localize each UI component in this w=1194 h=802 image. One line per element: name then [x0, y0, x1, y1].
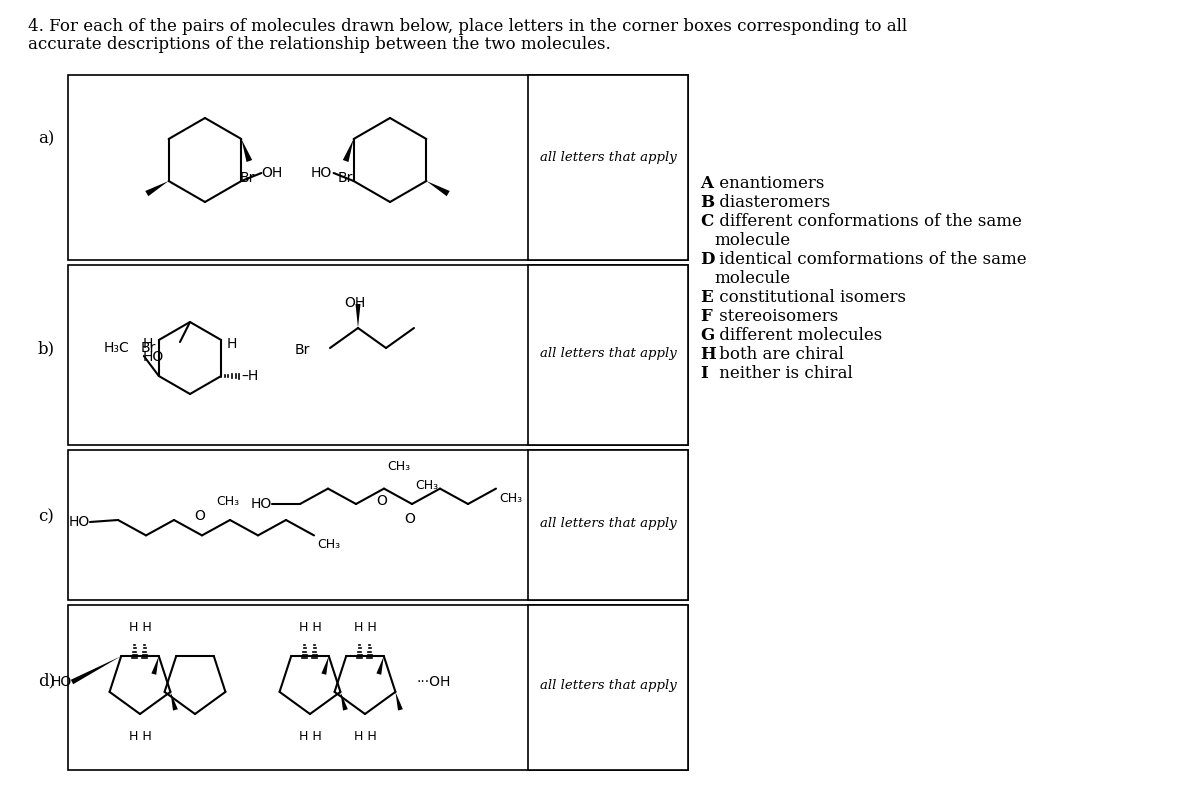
Text: H H: H H	[353, 621, 376, 634]
Text: C: C	[700, 213, 713, 230]
Text: a): a)	[38, 130, 55, 147]
Text: G: G	[700, 327, 714, 344]
Bar	[528, 75, 688, 260]
Text: B: B	[700, 194, 714, 211]
Text: all letters that apply: all letters that apply	[540, 516, 676, 529]
Bar	[68, 450, 688, 600]
Text: OH: OH	[261, 166, 283, 180]
Text: all letters that apply: all letters that apply	[540, 679, 676, 692]
Text: different conformations of the same: different conformations of the same	[714, 213, 1022, 230]
Text: OH: OH	[344, 296, 365, 310]
Bar	[68, 605, 688, 770]
Text: H H: H H	[129, 621, 152, 634]
Polygon shape	[343, 139, 353, 162]
Text: ···OH: ···OH	[417, 675, 451, 689]
Text: stereoisomers: stereoisomers	[714, 308, 838, 325]
Polygon shape	[340, 692, 347, 711]
Text: molecule: molecule	[714, 232, 790, 249]
Polygon shape	[152, 656, 159, 674]
Text: H H: H H	[298, 621, 321, 634]
Text: H: H	[700, 346, 715, 363]
Bar	[528, 450, 688, 600]
Polygon shape	[70, 656, 121, 684]
Text: both are chiral: both are chiral	[714, 346, 844, 363]
Bar	[68, 265, 688, 445]
Text: Br: Br	[141, 341, 156, 355]
Text: H H: H H	[353, 730, 376, 743]
Polygon shape	[171, 692, 178, 711]
Bar	[528, 605, 688, 770]
Bar	[68, 75, 688, 260]
Text: HO: HO	[251, 497, 272, 511]
Text: diasteromers: diasteromers	[714, 194, 830, 211]
Polygon shape	[395, 692, 402, 711]
Bar	[528, 265, 688, 445]
Text: H: H	[143, 337, 153, 351]
Text: molecule: molecule	[714, 270, 790, 287]
Polygon shape	[356, 304, 361, 328]
Text: HO: HO	[69, 515, 90, 529]
Text: –H: –H	[241, 369, 258, 383]
Text: E: E	[700, 289, 713, 306]
Text: identical comformations of the same: identical comformations of the same	[714, 251, 1027, 268]
Text: all letters that apply: all letters that apply	[540, 151, 676, 164]
Text: Br: Br	[240, 171, 256, 185]
Text: HO: HO	[51, 675, 72, 689]
Text: all letters that apply: all letters that apply	[540, 346, 676, 359]
Text: c): c)	[38, 508, 54, 525]
Text: O: O	[195, 509, 205, 524]
Text: H₃C: H₃C	[104, 341, 130, 355]
Text: I: I	[700, 365, 708, 382]
Text: HO: HO	[143, 350, 164, 364]
Text: O: O	[405, 512, 416, 526]
Text: F: F	[700, 308, 712, 325]
Text: enantiomers: enantiomers	[714, 175, 824, 192]
Text: 4. For each of the pairs of molecules drawn below, place letters in the corner b: 4. For each of the pairs of molecules dr…	[27, 18, 907, 35]
Polygon shape	[426, 181, 450, 196]
Text: CH₃: CH₃	[416, 479, 438, 492]
Text: O: O	[376, 493, 387, 508]
Text: CH₃: CH₃	[387, 460, 410, 472]
Text: constitutional isomers: constitutional isomers	[714, 289, 906, 306]
Text: H: H	[226, 337, 236, 351]
Text: d): d)	[38, 672, 55, 689]
Text: Br: Br	[338, 171, 353, 185]
Text: A: A	[700, 175, 713, 192]
Polygon shape	[376, 656, 383, 674]
Text: different molecules: different molecules	[714, 327, 882, 344]
Text: accurate descriptions of the relationship between the two molecules.: accurate descriptions of the relationshi…	[27, 36, 611, 53]
Text: CH₃: CH₃	[316, 538, 340, 552]
Text: H H: H H	[129, 730, 152, 743]
Text: HO: HO	[310, 166, 332, 180]
Polygon shape	[321, 656, 328, 674]
Text: D: D	[700, 251, 714, 268]
Text: CH₃: CH₃	[499, 492, 522, 504]
Text: neither is chiral: neither is chiral	[714, 365, 853, 382]
Polygon shape	[241, 139, 252, 162]
Text: CH₃: CH₃	[216, 495, 240, 508]
Text: Br: Br	[295, 343, 310, 357]
Text: H H: H H	[298, 730, 321, 743]
Text: b): b)	[38, 340, 55, 357]
Polygon shape	[146, 181, 168, 196]
